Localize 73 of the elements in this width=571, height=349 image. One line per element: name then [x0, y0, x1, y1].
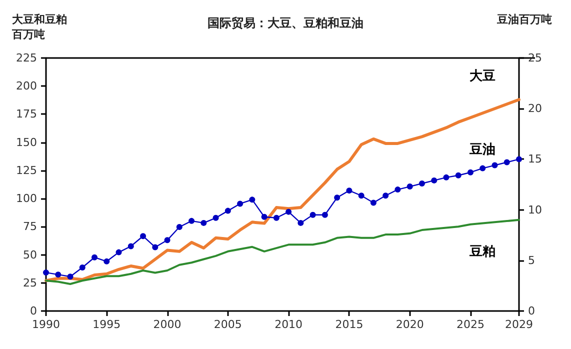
- point: [310, 212, 316, 218]
- point: [358, 192, 364, 199]
- y2-tick-label: 25: [528, 52, 542, 64]
- point: [492, 162, 498, 168]
- line-series: [45, 218, 520, 286]
- point: [224, 208, 231, 214]
- y-tick-label: 125: [16, 164, 37, 177]
- y-tick-label: 0: [30, 304, 37, 318]
- x-tick-label: 2015: [335, 318, 364, 331]
- point: [516, 156, 522, 162]
- point: [382, 192, 389, 199]
- y-tick-label: 100: [16, 192, 37, 206]
- chart-title: 国际贸易：大豆、豆粕和豆油: [208, 16, 364, 30]
- point: [334, 194, 340, 201]
- y2-tick-label: 20: [528, 102, 542, 116]
- point: [200, 220, 207, 226]
- y-tick-label: 225: [16, 52, 37, 64]
- point: [504, 159, 510, 166]
- x-tick-label: 1990: [32, 318, 60, 331]
- y2-tick-label: 5: [528, 254, 535, 267]
- point: [104, 258, 110, 264]
- point: [418, 180, 425, 186]
- point: [431, 177, 438, 184]
- x-tick-label: 2000: [153, 318, 182, 331]
- y-axis-title: 大豆和豆粕百万吨: [11, 13, 67, 41]
- point: [164, 237, 170, 244]
- point: [67, 274, 74, 280]
- point: [286, 208, 292, 215]
- point: [79, 264, 86, 270]
- point: [176, 224, 182, 230]
- x-tick-label: 2005: [214, 318, 242, 331]
- line-series: [44, 98, 520, 282]
- point: [92, 254, 98, 260]
- point: [406, 184, 413, 190]
- point: [152, 244, 158, 250]
- point: [467, 169, 474, 176]
- y-tick-label: 175: [16, 108, 37, 121]
- point: [212, 214, 219, 221]
- point: [370, 200, 376, 206]
- series-label: 豆粕: [468, 244, 496, 260]
- y2-tick-label: 10: [528, 203, 542, 216]
- x-tick-label: 2020: [396, 318, 424, 331]
- point: [443, 174, 450, 180]
- series-label: 豆油: [468, 142, 496, 158]
- point: [273, 214, 280, 221]
- point: [455, 172, 462, 178]
- point: [188, 218, 195, 224]
- point: [55, 272, 62, 278]
- point: [480, 165, 486, 172]
- series-label: 大豆: [470, 69, 496, 84]
- point: [322, 212, 328, 218]
- x-tick-label: 2025: [456, 318, 484, 331]
- y2-tick-label: 0: [528, 304, 535, 318]
- point: [140, 233, 146, 240]
- point: [116, 249, 122, 256]
- x-tick-label: 1995: [92, 318, 121, 331]
- y-tick-label: 25: [23, 276, 37, 290]
- point: [249, 196, 256, 203]
- point: [237, 200, 244, 207]
- y2-tick-label: 15: [528, 152, 542, 166]
- point: [298, 220, 304, 226]
- y-tick-label: 75: [23, 220, 37, 234]
- x-tick-label: 2029: [505, 318, 533, 331]
- x-tick-label: 2010: [274, 318, 303, 331]
- y-tick-label: 200: [16, 80, 37, 93]
- y-tick-label: 50: [23, 248, 37, 262]
- y-tick-label: 150: [16, 136, 37, 149]
- point: [394, 186, 401, 193]
- point: [43, 270, 49, 276]
- y2-axis-title: 豆油百万吨: [496, 13, 552, 26]
- point: [346, 188, 352, 194]
- point: [261, 214, 268, 220]
- point: [128, 243, 134, 250]
